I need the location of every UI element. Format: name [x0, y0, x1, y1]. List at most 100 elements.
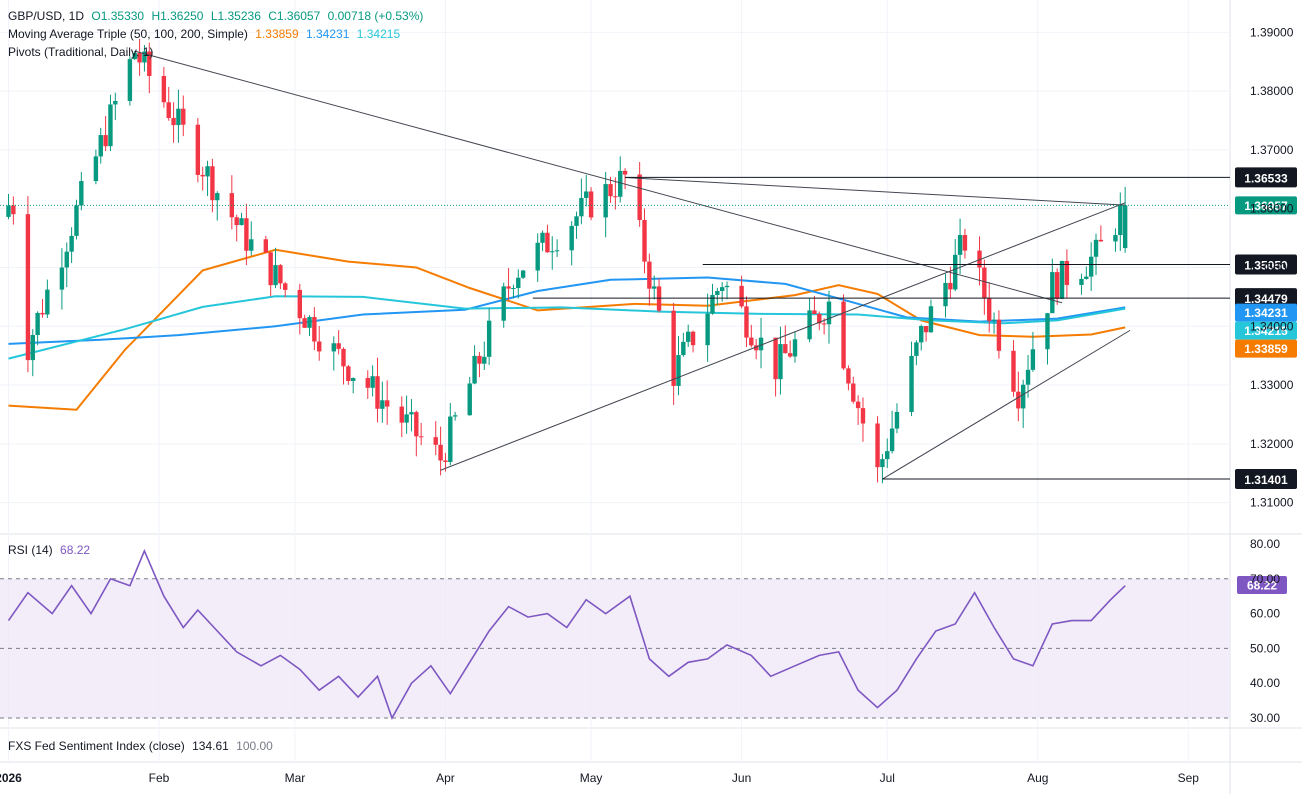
- candle-body: [486, 320, 492, 357]
- candle-body: [331, 343, 336, 352]
- candle-body: [467, 383, 472, 416]
- candle-body: [11, 205, 16, 215]
- candle-body: [821, 323, 827, 325]
- candle-body: [234, 217, 239, 226]
- candle-body: [195, 124, 201, 175]
- candle-body: [914, 342, 919, 356]
- candle-body: [137, 52, 142, 63]
- open-value: O1.35330: [91, 9, 145, 23]
- candle-body: [268, 252, 273, 286]
- time-tick-label: May: [580, 771, 603, 785]
- price-tick-label: 1.37000: [1250, 143, 1294, 157]
- candle-body: [1113, 235, 1118, 242]
- ma200-value: 1.34215: [356, 27, 401, 41]
- candle-body: [283, 283, 288, 290]
- rsi-tick-label: 60.00: [1250, 607, 1280, 621]
- candle-body: [1122, 205, 1128, 249]
- fxs-value: 134.61: [192, 739, 229, 753]
- trendline: [440, 202, 1126, 471]
- candle-body: [855, 401, 861, 409]
- rsi-tick-label: 80.00: [1250, 537, 1280, 551]
- candle-body: [647, 261, 652, 289]
- candle-body: [64, 251, 69, 268]
- candle-body: [773, 337, 778, 380]
- rsi-tick-label: 50.00: [1250, 641, 1280, 655]
- candle-body: [45, 289, 50, 315]
- ma100-value: 1.34231: [306, 27, 350, 41]
- time-tick-label: Feb: [149, 771, 170, 785]
- candle-body: [103, 135, 108, 147]
- candle-body: [108, 104, 113, 147]
- candle-body: [608, 184, 613, 197]
- rsi-value: 68.22: [60, 543, 91, 557]
- candle-body: [686, 331, 691, 342]
- candle-body: [161, 75, 167, 103]
- candle-body: [948, 282, 953, 290]
- candle-body: [987, 298, 992, 321]
- rsi-legend: RSI (14) 68.22: [8, 543, 94, 557]
- candle-body: [336, 343, 341, 349]
- candle-body: [642, 219, 647, 262]
- candle-body: [554, 250, 560, 252]
- candle-body: [370, 376, 375, 388]
- candle-body: [613, 196, 618, 198]
- candle-body: [30, 334, 35, 361]
- pivot-level-label: 1.31401: [1244, 473, 1288, 487]
- candle-body: [181, 108, 186, 125]
- high-value: H1.36250: [151, 9, 204, 23]
- candle-body: [569, 225, 574, 251]
- candle-body: [176, 108, 181, 126]
- rsi-value-label: 68.22: [1247, 578, 1277, 592]
- candle-body: [690, 331, 696, 346]
- candle-body: [511, 287, 516, 289]
- candle-body: [433, 437, 438, 445]
- candle-body: [273, 265, 278, 286]
- candle-body: [812, 310, 817, 314]
- candle-body: [6, 205, 11, 217]
- candle-body: [448, 416, 453, 462]
- candle-body: [263, 239, 269, 253]
- candle-body: [215, 193, 220, 201]
- candle-body: [681, 341, 686, 356]
- candle-body: [399, 406, 404, 423]
- price-label: 1.36057: [1244, 199, 1288, 213]
- candle-body: [618, 170, 623, 197]
- close-value: C1.36057: [268, 9, 321, 23]
- candle-body: [540, 232, 545, 243]
- candle-body: [671, 310, 676, 386]
- candle-body: [652, 286, 657, 289]
- candle-body: [443, 460, 448, 462]
- candle-body: [996, 319, 1002, 351]
- candle-body: [1079, 278, 1084, 285]
- pivot-level-tag: [1235, 167, 1297, 188]
- price-label: 1.34231: [1244, 306, 1288, 320]
- pivot-level-label: 1.35050: [1244, 259, 1288, 273]
- candle-body: [205, 166, 210, 177]
- candle-body: [501, 286, 506, 321]
- price-label-tag: [1235, 303, 1297, 322]
- fxs-value-secondary: 100.00: [236, 739, 273, 753]
- candle-body: [792, 339, 798, 357]
- ma-line-100: [8, 276, 1126, 345]
- price-label: 1.33859: [1244, 342, 1288, 356]
- ma-title: Moving Average Triple (50, 100, 200, Sim…: [8, 27, 248, 41]
- candle-body: [25, 214, 31, 361]
- change-value: 0.00718 (+0.53%): [327, 9, 424, 23]
- candle-body: [132, 52, 137, 60]
- pivot-level-tag: [1235, 469, 1297, 490]
- candle-body: [1059, 260, 1065, 299]
- candle-body: [365, 378, 370, 388]
- candle-body: [778, 344, 783, 380]
- symbol-label: GBP/USD, 1D: [8, 9, 85, 23]
- ma50-value: 1.33859: [255, 27, 299, 41]
- candle-body: [724, 285, 730, 288]
- candle-body: [705, 313, 710, 346]
- ma-line-200: [8, 295, 1126, 360]
- candle-body: [749, 337, 754, 346]
- time-tick-label: Mar: [285, 771, 306, 785]
- candle-body: [166, 102, 171, 119]
- price-tick-label: 1.35000: [1250, 260, 1294, 274]
- candle-body: [991, 319, 997, 321]
- candle-body: [341, 348, 346, 367]
